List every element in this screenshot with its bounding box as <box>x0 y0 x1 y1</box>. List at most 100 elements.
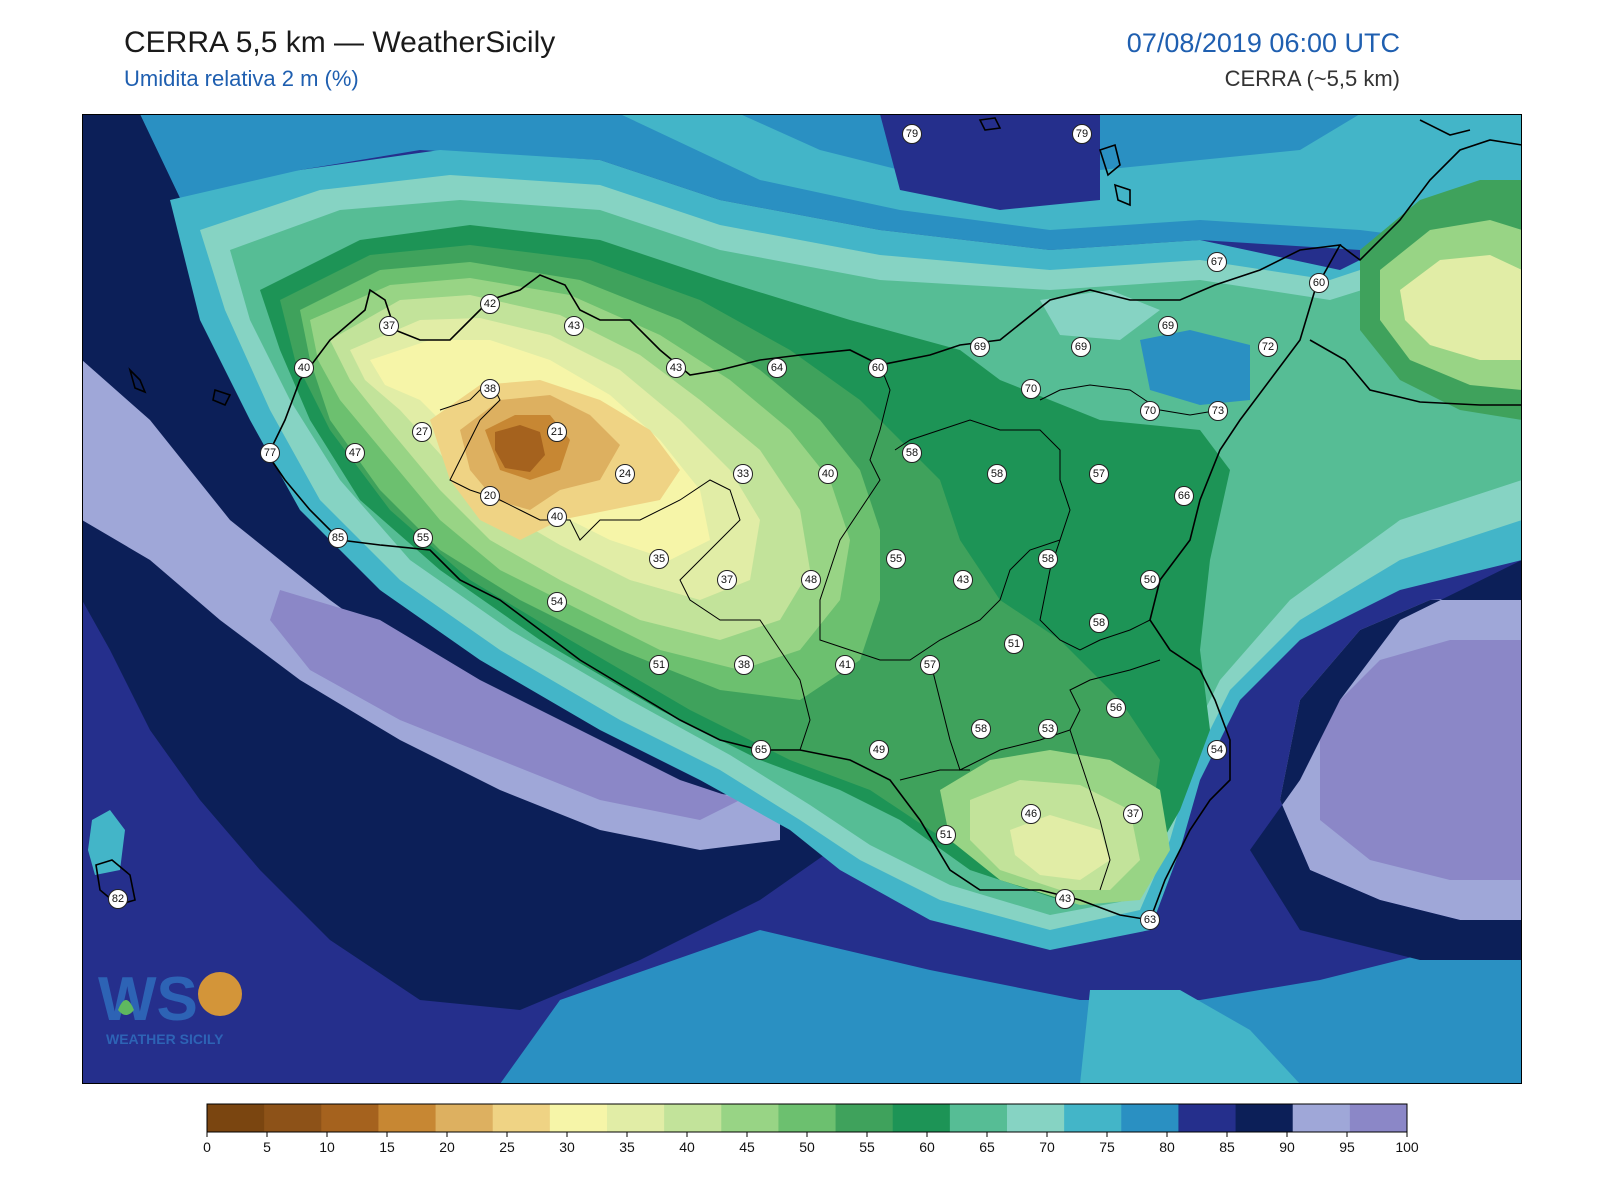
station-marker: 69 <box>1071 337 1091 357</box>
station-circle <box>1004 634 1024 654</box>
station-marker: 50 <box>1140 570 1160 590</box>
station-circle <box>1207 252 1227 272</box>
station-circle <box>328 528 348 548</box>
station-circle <box>480 486 500 506</box>
station-value: 43 <box>957 574 969 586</box>
leaf-icon <box>118 1000 134 1015</box>
station-circle <box>1309 273 1329 293</box>
station-marker: 21 <box>547 422 567 442</box>
station-marker: 57 <box>920 655 940 675</box>
station-value: 27 <box>416 426 428 438</box>
station-value: 66 <box>1178 490 1190 502</box>
tick-label: 70 <box>1039 1139 1055 1155</box>
station-marker: 58 <box>902 443 922 463</box>
station-markers: 79 79 67 60 42 37 43 69 69 69 72 40 43 64 60 38 70 70 73 27… <box>108 124 1329 930</box>
colorbar-cell <box>664 1104 722 1132</box>
tick-label: 5 <box>263 1139 271 1155</box>
colorbar-cell <box>835 1104 894 1132</box>
station-circle <box>886 549 906 569</box>
station-value: 35 <box>653 553 665 565</box>
station-marker: 69 <box>1158 316 1178 336</box>
station-marker: 40 <box>818 464 838 484</box>
station-circle <box>480 379 500 399</box>
colorbar-cell <box>892 1104 951 1132</box>
station-value: 40 <box>822 468 834 480</box>
station-circle <box>902 443 922 463</box>
station-value: 63 <box>1144 914 1156 926</box>
tick-label: 75 <box>1099 1139 1115 1155</box>
station-marker: 54 <box>1207 740 1227 760</box>
station-marker: 77 <box>260 443 280 463</box>
tick-label: 100 <box>1395 1139 1419 1155</box>
station-value: 64 <box>771 362 783 374</box>
station-value: 48 <box>805 574 817 586</box>
station-marker: 82 <box>108 889 128 909</box>
station-marker: 53 <box>1038 719 1058 739</box>
station-circle <box>666 358 686 378</box>
station-circle <box>564 316 584 336</box>
station-circle <box>970 337 990 357</box>
tick-label: 35 <box>619 1139 635 1155</box>
station-marker: 58 <box>1089 613 1109 633</box>
logo-letters: WS <box>98 965 198 1034</box>
station-marker: 42 <box>480 294 500 314</box>
station-circle <box>1072 124 1092 144</box>
station-marker: 46 <box>1021 804 1041 824</box>
station-marker: 79 <box>902 124 922 144</box>
station-circle <box>108 889 128 909</box>
station-value: 58 <box>991 468 1003 480</box>
station-value: 55 <box>417 532 429 544</box>
station-circle <box>971 719 991 739</box>
tick-label: 30 <box>559 1139 575 1155</box>
station-value: 58 <box>906 447 918 459</box>
station-circle <box>1106 698 1126 718</box>
station-marker: 51 <box>1004 634 1024 654</box>
station-value: 65 <box>755 744 767 756</box>
station-value: 73 <box>1212 405 1224 417</box>
station-value: 69 <box>1075 341 1087 353</box>
station-circle <box>953 570 973 590</box>
station-value: 58 <box>1042 553 1054 565</box>
station-marker: 48 <box>801 570 821 590</box>
station-marker: 79 <box>1072 124 1092 144</box>
tick-label: 55 <box>859 1139 875 1155</box>
station-marker: 49 <box>869 740 889 760</box>
station-marker: 43 <box>1055 889 1075 909</box>
colorbar-cell <box>778 1104 837 1132</box>
station-marker: 57 <box>1089 464 1109 484</box>
station-circle <box>733 464 753 484</box>
station-circle <box>868 358 888 378</box>
station-value: 70 <box>1025 383 1037 395</box>
station-circle <box>379 316 399 336</box>
station-marker: 67 <box>1207 252 1227 272</box>
station-value: 51 <box>940 829 952 841</box>
station-circle <box>717 570 737 590</box>
station-circle <box>1021 804 1041 824</box>
station-circle <box>1174 486 1194 506</box>
tick-label: 65 <box>979 1139 995 1155</box>
station-value: 40 <box>551 511 563 523</box>
station-circle <box>649 655 669 675</box>
station-marker: 27 <box>412 422 432 442</box>
station-marker: 70 <box>1140 401 1160 421</box>
station-circle <box>1140 910 1160 930</box>
station-value: 69 <box>974 341 986 353</box>
station-circle <box>1207 740 1227 760</box>
station-value: 50 <box>1144 574 1156 586</box>
station-marker: 47 <box>345 443 365 463</box>
station-circle <box>1123 804 1143 824</box>
station-circle <box>1038 719 1058 739</box>
map-title: CERRA 5,5 km — WeatherSicily <box>124 26 556 59</box>
station-circle <box>902 124 922 144</box>
station-value: 24 <box>619 468 631 480</box>
station-circle <box>1055 889 1075 909</box>
station-value: 43 <box>670 362 682 374</box>
station-marker: 58 <box>987 464 1007 484</box>
colorbar-cell <box>1235 1104 1294 1132</box>
station-circle <box>1208 401 1228 421</box>
station-circle <box>920 655 940 675</box>
station-value: 51 <box>653 659 665 671</box>
station-marker: 73 <box>1208 401 1228 421</box>
station-value: 20 <box>484 490 496 502</box>
station-circle <box>345 443 365 463</box>
